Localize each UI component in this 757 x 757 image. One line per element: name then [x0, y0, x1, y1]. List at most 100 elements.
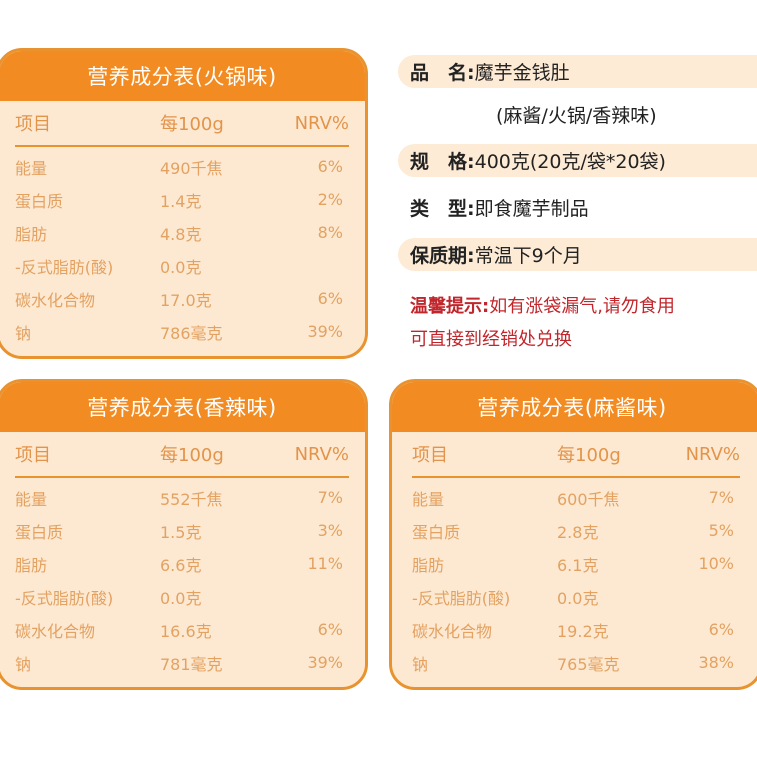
table-row: 钠 781毫克 39% — [15, 646, 351, 679]
row-item: 蛋白质 — [412, 522, 461, 542]
shelf-life-value: 常温下9个月 — [474, 245, 582, 267]
row-value: 765毫克 — [557, 654, 620, 674]
table-row: 能量 552千焦 7% — [15, 481, 351, 514]
row-item: -反式脂肪(酸) — [412, 588, 511, 608]
row-value: 16.6克 — [160, 621, 212, 641]
row-value: 1.4克 — [160, 191, 202, 211]
table-row: 蛋白质 1.4克 2% — [15, 183, 351, 216]
row-nrv: 39% — [307, 322, 343, 341]
header-nrv: NRV% — [685, 443, 740, 465]
row-value: 2.8克 — [557, 522, 599, 542]
row-item: 蛋白质 — [15, 522, 64, 542]
row-value: 1.5克 — [160, 522, 202, 542]
table-row: -反式脂肪(酸) 0.0克 — [15, 249, 351, 282]
nutrition-card-hotpot: 营养成分表(火锅味) 项目 每100g NRV% 能量 490千焦 6% 蛋白质… — [0, 48, 368, 359]
row-nrv: 7% — [317, 488, 343, 507]
row-item: 钠 — [412, 654, 429, 674]
row-item: -反式脂肪(酸) — [15, 257, 114, 277]
warning-label: 温馨提示: — [410, 296, 490, 317]
spec-label: 规 格: — [410, 151, 475, 173]
nutrition-card-spicy: 营养成分表(香辣味) 项目 每100g NRV% 能量 552千焦 7% 蛋白质… — [0, 379, 368, 690]
row-item: 能量 — [412, 489, 445, 509]
row-nrv: 6% — [317, 620, 343, 639]
product-name-label: 品 名: — [410, 62, 475, 84]
card-title: 营养成分表(麻酱味) — [392, 382, 757, 432]
table-row: -反式脂肪(酸) 0.0克 — [15, 580, 351, 613]
row-value: 6.6克 — [160, 555, 202, 575]
row-item: 钠 — [15, 654, 32, 674]
table-row: 能量 490千焦 6% — [15, 150, 351, 183]
table-row: 钠 786毫克 39% — [15, 315, 351, 348]
table-row: -反式脂肪(酸) 0.0克 — [412, 580, 742, 613]
row-nrv: 3% — [317, 521, 343, 540]
row-nrv: 6% — [317, 157, 343, 176]
shelf-life-label: 保质期: — [410, 245, 475, 267]
table-row: 碳水化合物 16.6克 6% — [15, 613, 351, 646]
row-item: 能量 — [15, 158, 48, 178]
row-value: 781毫克 — [160, 654, 223, 674]
row-item: 蛋白质 — [15, 191, 64, 211]
info-flavors: (麻酱/火锅/香辣味) — [496, 98, 757, 131]
card-title: 营养成分表(火锅味) — [0, 51, 365, 101]
table-header: 项目 每100g NRV% — [15, 101, 349, 147]
table-row: 蛋白质 2.8克 5% — [412, 514, 742, 547]
row-nrv: 7% — [708, 488, 734, 507]
row-nrv: 6% — [317, 289, 343, 308]
row-nrv: 2% — [317, 190, 343, 209]
table-row: 脂肪 6.1克 10% — [412, 547, 742, 580]
row-item: 碳水化合物 — [412, 621, 493, 641]
row-item: 脂肪 — [15, 555, 48, 575]
row-item: 脂肪 — [412, 555, 445, 575]
header-nrv: NRV% — [294, 112, 349, 134]
card-title: 营养成分表(香辣味) — [0, 382, 365, 432]
row-value: 0.0克 — [160, 588, 202, 608]
table-row: 钠 765毫克 38% — [412, 646, 742, 679]
row-item: 钠 — [15, 323, 32, 343]
row-value: 0.0克 — [160, 257, 202, 277]
table-header: 项目 每100g NRV% — [412, 432, 740, 478]
nutrition-table: 项目 每100g NRV% 能量 552千焦 7% 蛋白质 1.5克 3% 脂肪… — [0, 432, 365, 679]
type-value: 即食魔芋制品 — [474, 198, 589, 220]
row-value: 19.2克 — [557, 621, 609, 641]
info-type: 类 型: 即食魔芋制品 — [398, 191, 757, 224]
row-value: 600千焦 — [557, 489, 620, 509]
warning-text: 如有涨袋漏气,请勿食用 — [489, 296, 675, 317]
row-item: 碳水化合物 — [15, 621, 96, 641]
table-header: 项目 每100g NRV% — [15, 432, 349, 478]
header-per100g: 每100g — [557, 445, 621, 466]
header-item: 项目 — [412, 445, 448, 466]
row-value: 786毫克 — [160, 323, 223, 343]
row-nrv: 5% — [708, 521, 734, 540]
nutrition-table: 项目 每100g NRV% 能量 600千焦 7% 蛋白质 2.8克 5% 脂肪… — [392, 432, 757, 679]
spec-value: 400克(20克/袋*20袋) — [474, 151, 666, 173]
type-label: 类 型: — [410, 198, 475, 220]
nutrition-card-sesame: 营养成分表(麻酱味) 项目 每100g NRV% 能量 600千焦 7% 蛋白质… — [389, 379, 757, 690]
header-item: 项目 — [15, 114, 51, 135]
product-name-value: 魔芋金钱肚 — [474, 62, 570, 84]
info-spec: 规 格: 400克(20克/袋*20袋) — [398, 144, 757, 177]
row-value: 4.8克 — [160, 224, 202, 244]
row-item: 脂肪 — [15, 224, 48, 244]
table-row: 能量 600千焦 7% — [412, 481, 742, 514]
table-row: 脂肪 6.6克 11% — [15, 547, 351, 580]
row-nrv: 11% — [307, 554, 343, 573]
row-nrv: 39% — [307, 653, 343, 672]
table-row: 碳水化合物 17.0克 6% — [15, 282, 351, 315]
row-value: 6.1克 — [557, 555, 599, 575]
row-nrv: 8% — [317, 223, 343, 242]
row-item: -反式脂肪(酸) — [15, 588, 114, 608]
row-nrv: 10% — [698, 554, 734, 573]
warning-line-2: 可直接到经销处兑换 — [410, 329, 572, 350]
info-shelf-life: 保质期: 常温下9个月 — [398, 238, 757, 271]
table-row: 脂肪 4.8克 8% — [15, 216, 351, 249]
row-value: 552千焦 — [160, 489, 223, 509]
row-nrv: 38% — [698, 653, 734, 672]
header-per100g: 每100g — [160, 445, 224, 466]
nutrition-table: 项目 每100g NRV% 能量 490千焦 6% 蛋白质 1.4克 2% 脂肪… — [0, 101, 365, 348]
row-nrv: 6% — [708, 620, 734, 639]
row-value: 0.0克 — [557, 588, 599, 608]
header-nrv: NRV% — [294, 443, 349, 465]
header-item: 项目 — [15, 445, 51, 466]
row-value: 490千焦 — [160, 158, 223, 178]
row-item: 碳水化合物 — [15, 290, 96, 310]
